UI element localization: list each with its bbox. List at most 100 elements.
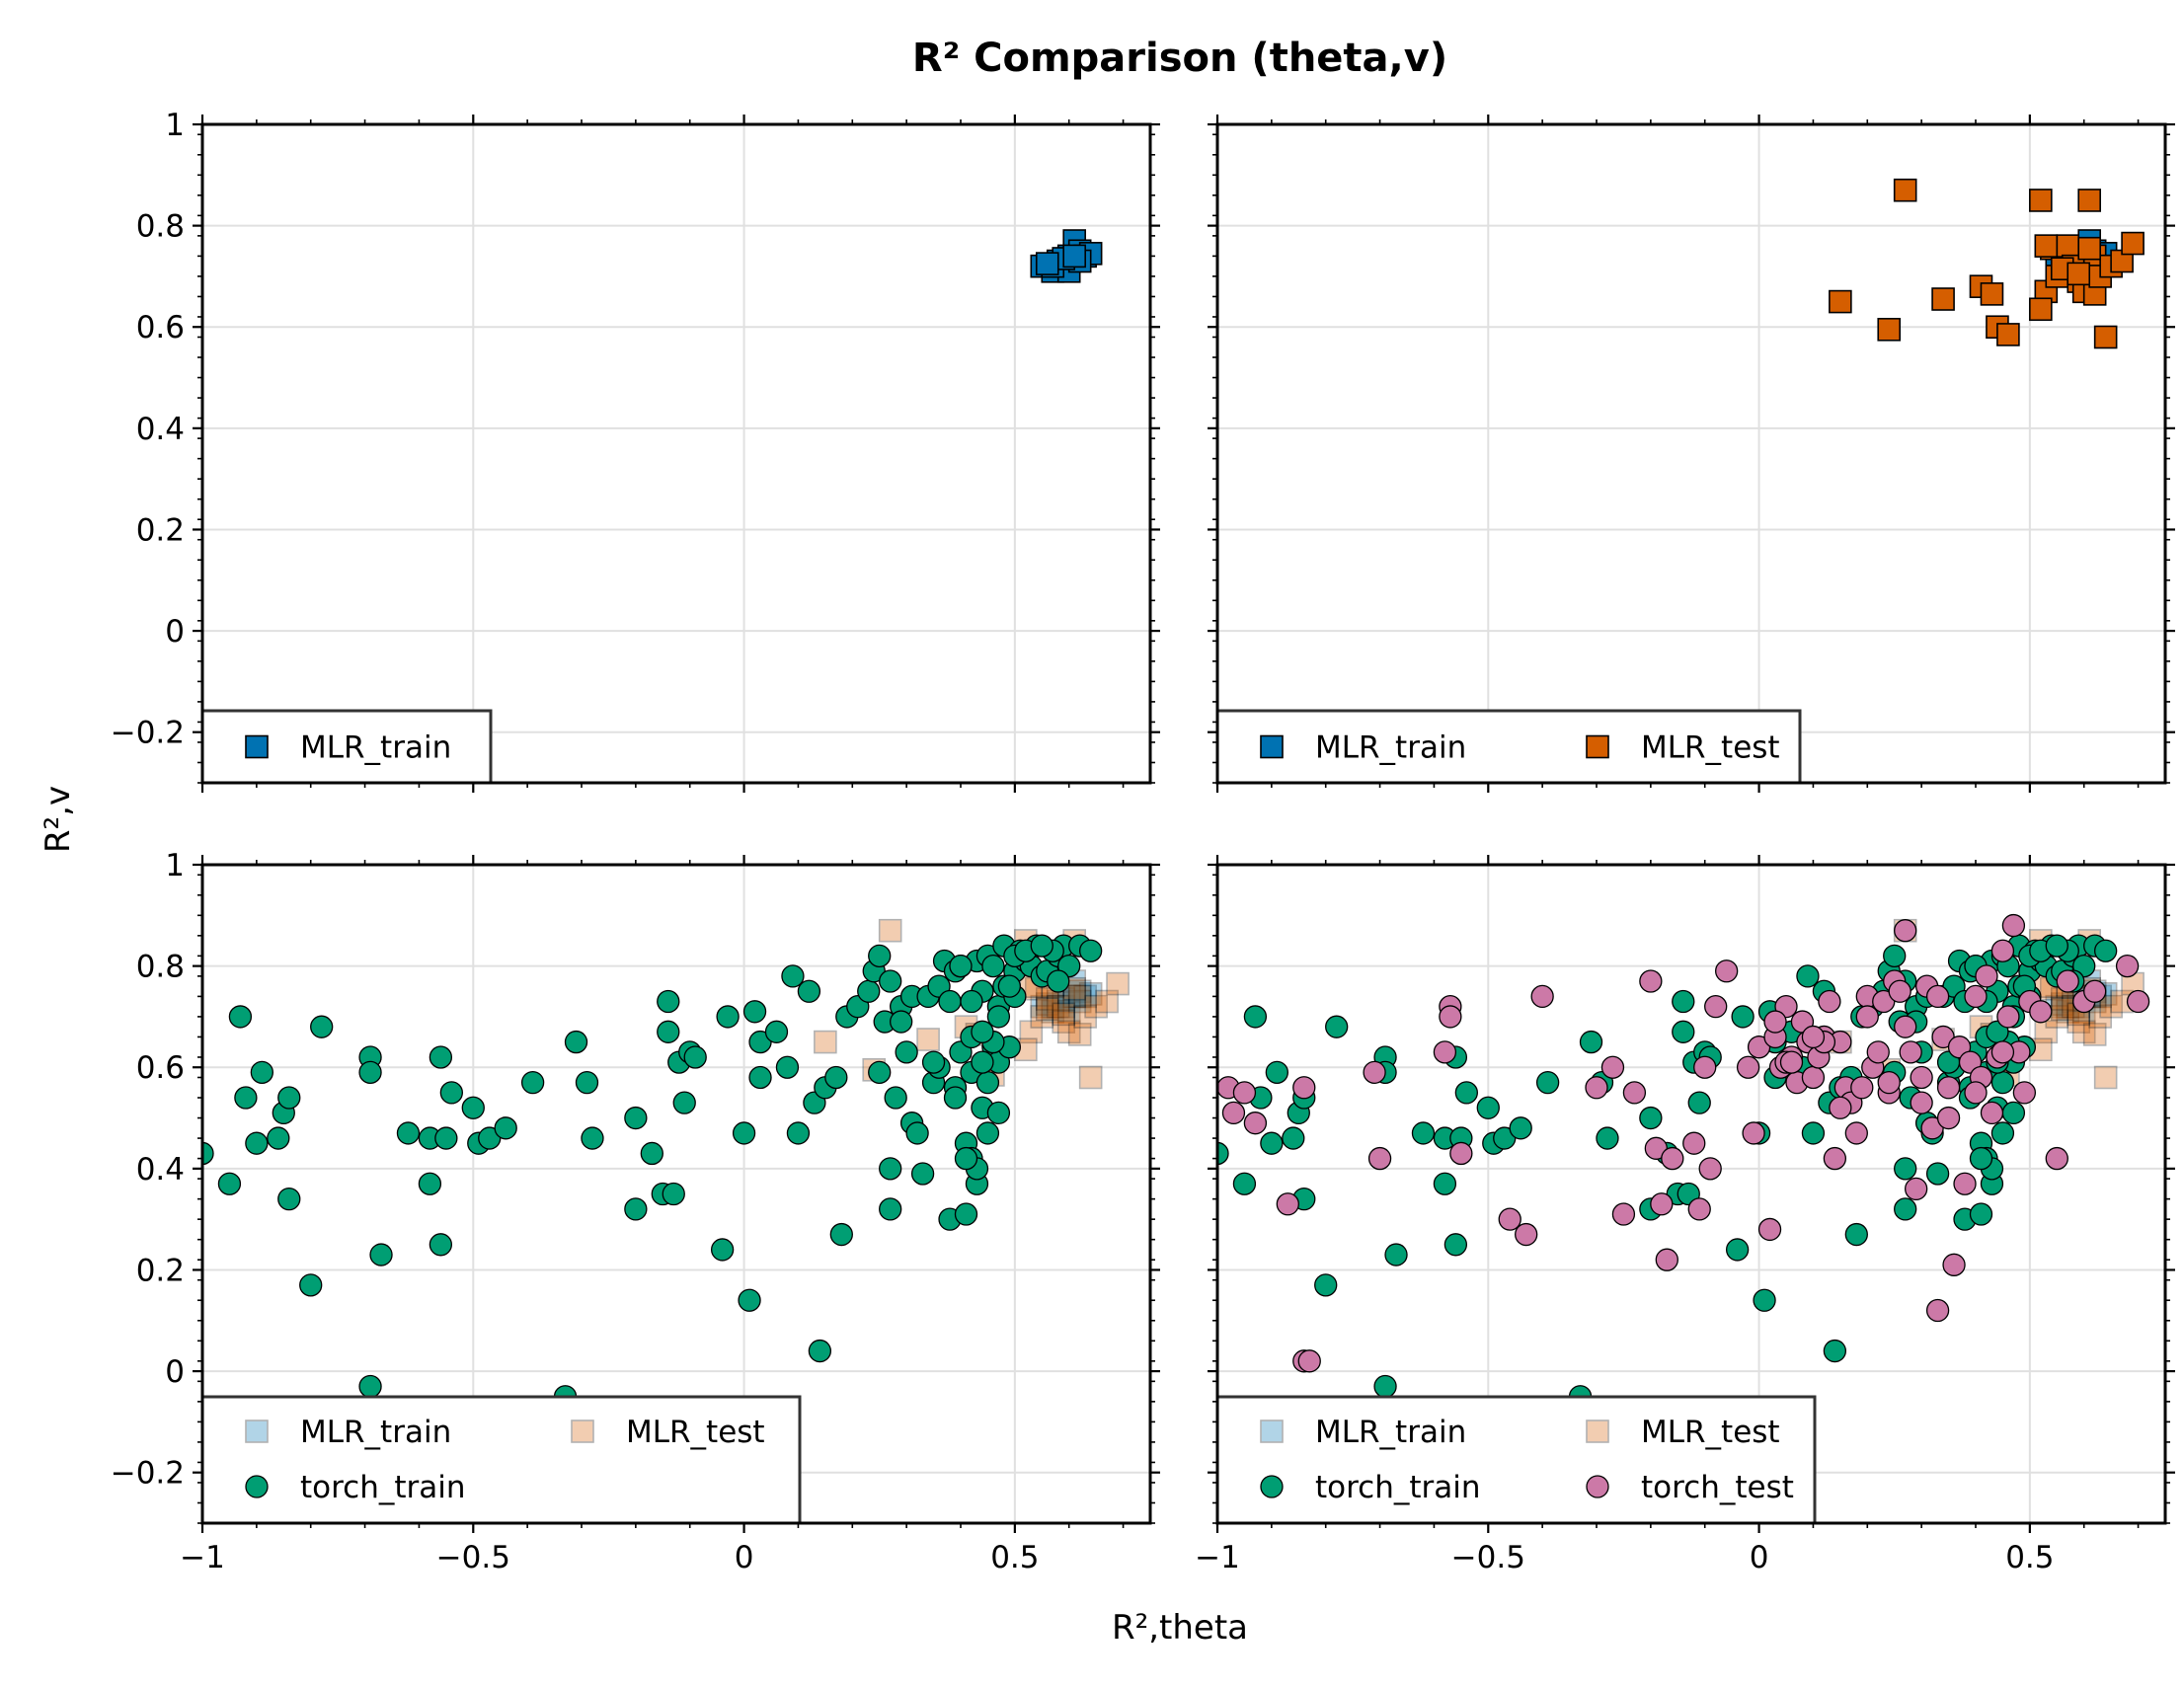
torch_train-point bbox=[1476, 1096, 1500, 1119]
torch_test-point bbox=[1650, 1192, 1674, 1216]
torch_train-point bbox=[1535, 1070, 1560, 1095]
torch_test-point bbox=[1996, 1005, 2020, 1029]
tick-label-x: −0.5 bbox=[436, 1540, 510, 1575]
torch_test-point bbox=[1763, 1010, 1787, 1034]
torch_train-point bbox=[1823, 1339, 1847, 1363]
torch_test-point bbox=[1779, 1050, 1804, 1074]
tick-label-x: −1 bbox=[1195, 1540, 1240, 1575]
mlr_test-point bbox=[1877, 317, 1902, 342]
torch_test-point bbox=[1622, 1081, 1647, 1105]
tick-label-y: 0.8 bbox=[136, 209, 185, 245]
torch_train-point bbox=[808, 1339, 832, 1363]
mlr_test-point bbox=[1067, 1023, 1092, 1046]
tick-label-y: 0.8 bbox=[136, 950, 185, 985]
torch_train-point bbox=[662, 1182, 685, 1206]
mlr_test-point bbox=[1035, 997, 1059, 1022]
torch_test-point bbox=[1498, 1207, 1521, 1231]
torch_test-point bbox=[1925, 1298, 1950, 1323]
mlr_test-point bbox=[2029, 189, 2053, 212]
torch_train-point bbox=[624, 1106, 648, 1130]
torch_train-point bbox=[1384, 1243, 1408, 1266]
torch_train-point bbox=[857, 979, 881, 1003]
torch_train-point bbox=[1265, 1060, 1288, 1085]
torch_test-point bbox=[1530, 984, 1554, 1009]
mlr_test-point bbox=[2034, 234, 2059, 258]
torch_train-point bbox=[1325, 1015, 1349, 1038]
tick-label-y: 0 bbox=[165, 614, 185, 650]
torch_train-point bbox=[879, 969, 902, 993]
torch_train-point bbox=[1232, 1172, 1257, 1195]
series-torch_test bbox=[1217, 913, 2150, 1509]
torch_train-point bbox=[624, 1197, 648, 1221]
series-mlr_test bbox=[1829, 178, 2145, 349]
torch_train-point bbox=[879, 1157, 902, 1181]
torch_train-point bbox=[971, 1050, 994, 1074]
mlr_train-point bbox=[1062, 244, 1086, 269]
torch_test-point bbox=[1942, 1253, 1966, 1276]
mlr_train-point bbox=[1030, 994, 1054, 1019]
torch_train-point bbox=[439, 1081, 463, 1105]
torch_train-point bbox=[879, 1197, 902, 1221]
plot-frame bbox=[1215, 863, 2167, 1525]
torch_train-point bbox=[1596, 1126, 1619, 1150]
mlr_test-point bbox=[814, 1030, 837, 1054]
torch_test-point bbox=[1661, 1146, 1684, 1171]
torch_test-point bbox=[1894, 919, 1917, 943]
series-mlr_train bbox=[1030, 229, 1103, 283]
torch_train-point bbox=[245, 1131, 269, 1155]
mlr_test-point bbox=[2121, 231, 2145, 256]
torch_test-point bbox=[2045, 1146, 2068, 1171]
plot-frame bbox=[200, 863, 1152, 1525]
torch_train-point bbox=[1047, 969, 1070, 993]
torch_train-point bbox=[2094, 939, 2118, 962]
torch_test-point bbox=[1704, 995, 1728, 1019]
mlr_train-point bbox=[1062, 984, 1086, 1009]
torch_train-point bbox=[1282, 1126, 1305, 1150]
torch_train-point bbox=[1672, 1020, 1695, 1043]
torch_train-point bbox=[986, 1005, 1011, 1029]
mlr_test-point bbox=[2088, 1005, 2112, 1029]
mlr_test-point bbox=[1035, 987, 1059, 1011]
torch_train-point bbox=[683, 1045, 707, 1069]
torch_train-point bbox=[1079, 939, 1103, 962]
mlr_test-point bbox=[1067, 984, 1092, 1009]
legend-frame bbox=[200, 1395, 802, 1525]
data-points bbox=[1030, 229, 1103, 283]
torch_test-point bbox=[1715, 959, 1739, 983]
torch_test-point bbox=[2115, 954, 2140, 978]
mlr_train-point bbox=[1056, 999, 1081, 1024]
torch_test-point bbox=[1221, 1101, 1246, 1125]
legend-marker-mlr_train bbox=[245, 1419, 269, 1443]
torch_test-point bbox=[2056, 969, 2079, 993]
mlr_test-point bbox=[878, 918, 902, 943]
torch_train-point bbox=[369, 1243, 393, 1266]
torch_train-point bbox=[949, 954, 973, 978]
torch_test-point bbox=[1276, 1192, 1299, 1216]
torch_train-point bbox=[716, 1005, 740, 1029]
torch_test-point bbox=[1980, 1101, 2004, 1125]
figure-xlabel: R²,theta bbox=[1112, 1608, 1248, 1648]
torch_train-point bbox=[748, 1065, 772, 1090]
mlr_test-point bbox=[1030, 1005, 1054, 1029]
legend: MLR_train bbox=[200, 709, 493, 785]
torch_train-point bbox=[277, 1086, 301, 1110]
legend: MLR_train MLR_test torch_train bbox=[200, 1395, 802, 1525]
mlr_test-point bbox=[2029, 297, 2053, 322]
torch_test-point bbox=[1693, 1055, 1717, 1079]
major-ticks: −1 −0.5 0 0.5 −0.2 0 0.2 0.4 0.6 0.8 1 bbox=[111, 848, 1160, 1575]
tick-label-y: 1 bbox=[165, 108, 185, 143]
mlr_test-point bbox=[1078, 1065, 1103, 1090]
mlr_train-point bbox=[1073, 984, 1097, 1009]
legend-marker-mlr_test bbox=[571, 1419, 594, 1443]
mlr_test-point bbox=[1073, 1005, 1097, 1029]
torch_train-point bbox=[1260, 1131, 1284, 1155]
torch_test-point bbox=[2001, 913, 2026, 938]
torch_train-point bbox=[267, 1126, 290, 1150]
torch_train-point bbox=[981, 954, 1005, 978]
plot-frame bbox=[200, 122, 1152, 785]
torch_train-point bbox=[764, 1020, 789, 1043]
torch_train-point bbox=[824, 1065, 848, 1090]
torch_train-point bbox=[1796, 964, 1820, 988]
torch_train-point bbox=[234, 1086, 258, 1110]
torch_test-point bbox=[1600, 1055, 1625, 1079]
